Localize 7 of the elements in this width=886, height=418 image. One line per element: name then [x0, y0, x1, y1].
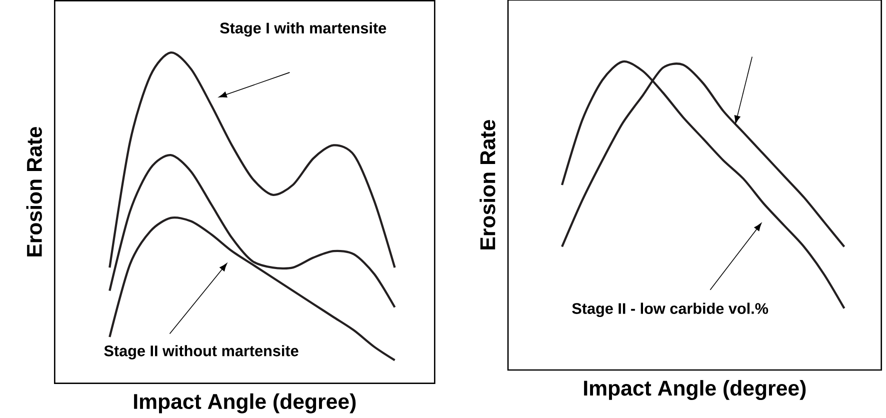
x-axis-title: Impact Angle (degree): [584, 380, 806, 400]
annotation: Stage II without martensite: [104, 345, 298, 360]
annotation: Stage II - low carbide vol.%: [572, 302, 768, 318]
x-axis-title: Impact Angle (degree): [134, 393, 356, 414]
y-axis-title: Erosion Rate: [26, 126, 42, 256]
text: Stage I with martensite: [220, 22, 386, 37]
y-axis-title: Erosion Rate: [480, 120, 496, 250]
